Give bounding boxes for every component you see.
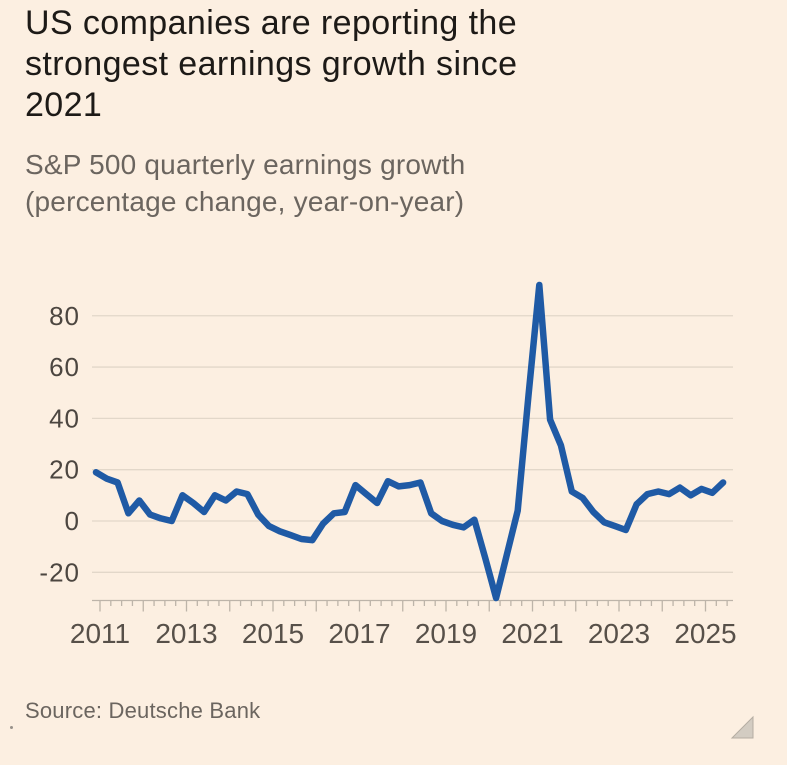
y-axis-label: 80 [49, 301, 80, 331]
y-axis-label: 20 [49, 455, 80, 485]
x-axis-label: 2013 [155, 618, 217, 649]
chart-title-line2: strongest earnings growth since [25, 45, 518, 83]
x-axis-label: 2015 [242, 618, 304, 649]
y-axis-label: -20 [39, 557, 80, 587]
y-axis-label: 40 [49, 403, 80, 433]
chart-subtitle-line2: (percentage change, year-on-year) [25, 186, 465, 217]
x-axis-label: 2021 [501, 618, 563, 649]
chart-subtitle-line1: S&P 500 quarterly earnings growth [25, 149, 466, 180]
x-axis-label: 2019 [415, 618, 477, 649]
chart-title: US companies are reporting the strongest… [25, 3, 665, 126]
chart-subtitle: S&P 500 quarterly earnings growth (perce… [25, 146, 685, 220]
stray-dot [10, 726, 13, 729]
source-label: Source: Deutsche Bank [25, 698, 261, 723]
resize-grip-icon[interactable] [728, 713, 756, 741]
x-axis-label: 2017 [328, 618, 390, 649]
x-axis-label: 2025 [674, 618, 736, 649]
chart-title-line3: 2021 [25, 86, 103, 124]
x-axis-label: 2011 [70, 618, 130, 649]
y-axis-label: 60 [49, 352, 80, 382]
chart-title-line1: US companies are reporting the [25, 4, 518, 42]
y-axis-label: 0 [65, 506, 80, 536]
x-axis-label: 2023 [588, 618, 650, 649]
earnings-growth-line [92, 281, 727, 602]
